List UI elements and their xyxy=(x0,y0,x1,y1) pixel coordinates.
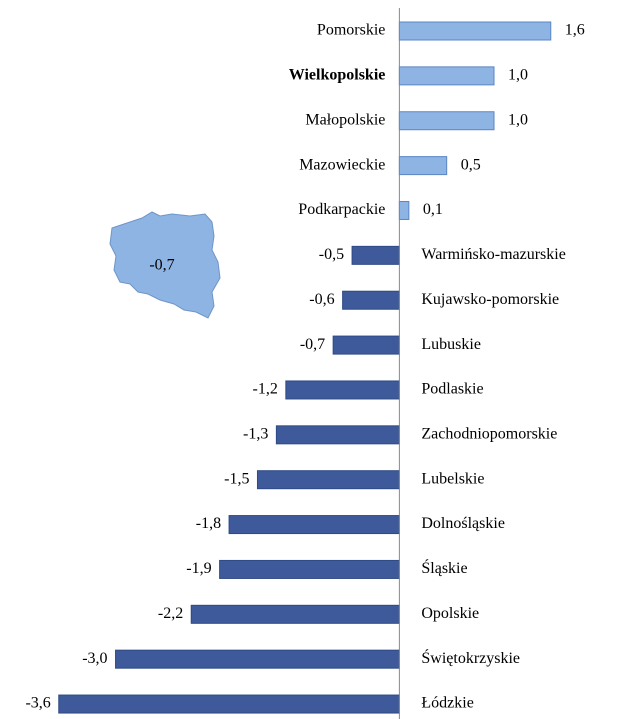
value-label: 1,0 xyxy=(508,111,528,128)
category-label: Łódzkie xyxy=(421,695,473,712)
value-label: -0,6 xyxy=(309,291,334,308)
bar xyxy=(332,335,400,355)
bar xyxy=(219,559,400,579)
poland-map xyxy=(109,211,221,319)
value-label: -1,3 xyxy=(243,426,268,443)
value-label: -1,8 xyxy=(196,515,221,532)
value-label: -1,2 xyxy=(253,381,278,398)
category-label: Świętokrzyskie xyxy=(421,648,520,667)
bar xyxy=(285,380,400,400)
value-label: -1,9 xyxy=(186,560,211,577)
category-label: Pomorskie xyxy=(317,22,385,39)
value-label: 1,0 xyxy=(508,67,528,84)
category-label: Kujawsko-pomorskie xyxy=(421,291,559,308)
category-label: Dolnośląskie xyxy=(421,515,505,532)
bar xyxy=(190,604,400,624)
bar xyxy=(398,21,552,41)
category-label: Małopolskie xyxy=(305,111,385,128)
bar xyxy=(115,649,400,669)
value-label: -1,5 xyxy=(224,470,249,487)
bar xyxy=(398,111,495,131)
value-label: -2,2 xyxy=(158,605,183,622)
category-label: Lubuskie xyxy=(421,336,481,353)
value-label: -0,5 xyxy=(319,246,344,263)
bar xyxy=(398,66,495,86)
value-label: 0,5 xyxy=(461,156,481,173)
category-label: Mazowieckie xyxy=(299,156,385,173)
category-label: Wielkopolskie xyxy=(289,67,386,84)
value-label: 1,6 xyxy=(565,22,585,39)
value-label: -0,7 xyxy=(300,336,325,353)
value-label: 0,1 xyxy=(423,201,443,218)
category-label: Zachodniopomorskie xyxy=(421,426,557,443)
category-label: Podlaskie xyxy=(421,381,483,398)
bar xyxy=(228,515,400,535)
bar xyxy=(275,425,400,445)
value-label: -3,0 xyxy=(82,650,107,667)
category-label: Śląskie xyxy=(421,558,467,577)
category-label: Podkarpackie xyxy=(298,201,385,218)
bar xyxy=(342,290,400,310)
value-label: -3,6 xyxy=(25,695,50,712)
category-label: Opolskie xyxy=(421,605,479,622)
bar xyxy=(398,200,410,220)
category-label: Warmińsko-mazurskie xyxy=(421,246,565,263)
map-annotation: -0,7 xyxy=(149,257,174,274)
bar xyxy=(256,470,400,490)
category-label: Lubelskie xyxy=(421,470,484,487)
bar xyxy=(398,156,448,176)
bar xyxy=(58,694,400,714)
bar xyxy=(351,245,400,265)
